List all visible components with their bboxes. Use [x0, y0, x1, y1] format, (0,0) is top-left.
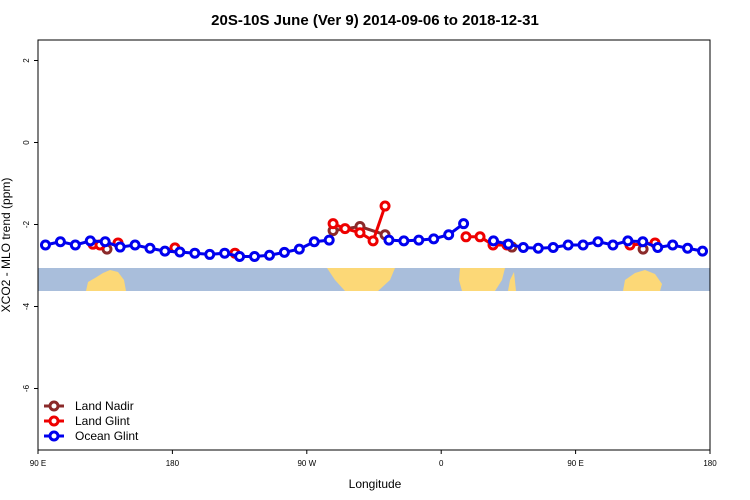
data-point [502, 238, 514, 250]
y-tick-label: -4 [22, 302, 31, 310]
data-point [69, 239, 81, 251]
data-point [278, 246, 290, 258]
land-shape [327, 268, 395, 291]
data-point [129, 239, 141, 251]
x-tick-label: 90 W [297, 459, 316, 468]
y-tick-label: -2 [22, 220, 31, 228]
data-point [398, 235, 410, 247]
data-point [383, 234, 395, 246]
chart-title: 20S-10S June (Ver 9) 2014-09-06 to 2018-… [211, 12, 539, 29]
data-point [487, 235, 499, 247]
data-point [367, 235, 379, 247]
x-tick-label: 90 E [567, 459, 583, 468]
y-axis-label: XCO2 - MLO trend (ppm) [0, 178, 13, 313]
data-point [144, 242, 156, 254]
y-tick-label: -6 [22, 384, 31, 392]
data-point [354, 227, 366, 239]
data-point [474, 231, 486, 243]
data-point [443, 229, 455, 241]
legend-label: Land Glint [75, 414, 130, 428]
plot-frame [37, 39, 711, 451]
data-point [339, 223, 351, 235]
data-point [379, 200, 391, 212]
x-tick-label: 0 [439, 459, 444, 468]
data-point [234, 250, 246, 262]
data-point [592, 236, 604, 248]
data-point [637, 236, 649, 248]
land-shape [459, 268, 505, 291]
data-point [697, 245, 709, 257]
data-point [428, 233, 440, 245]
land-shape [86, 270, 126, 291]
data-point [607, 239, 619, 251]
data-point [458, 218, 470, 230]
data-point [219, 247, 231, 259]
data-point [189, 247, 201, 259]
data-point [293, 243, 305, 255]
data-point [323, 234, 335, 246]
data-point [652, 241, 664, 253]
data-point [682, 242, 694, 254]
data-point [517, 241, 529, 253]
legend-marker [48, 430, 60, 442]
data-point [99, 236, 111, 248]
data-point [204, 248, 216, 260]
data-point [308, 236, 320, 248]
data-point [667, 239, 679, 251]
data-point [39, 239, 51, 251]
data-point [174, 246, 186, 258]
data-point [460, 231, 472, 243]
data-point [547, 241, 559, 253]
data-point [327, 218, 339, 230]
legend-marker [48, 415, 60, 427]
data-point [84, 235, 96, 247]
x-tick-label: 180 [166, 459, 180, 468]
data-point [263, 249, 275, 261]
x-tick-label: 180 [703, 459, 717, 468]
data-point [577, 239, 589, 251]
x-axis-label: Longitude [349, 477, 402, 491]
data-point [159, 245, 171, 257]
data-point [562, 239, 574, 251]
land-shape [508, 272, 516, 291]
y-tick-label: 0 [22, 140, 31, 145]
legend-label: Land Nadir [75, 399, 134, 413]
data-point [114, 241, 126, 253]
land-shape [623, 270, 662, 291]
data-point [54, 236, 66, 248]
data-point [413, 234, 425, 246]
legend-marker [48, 400, 60, 412]
data-point [532, 242, 544, 254]
map-strip [38, 268, 710, 291]
y-tick-label: 2 [22, 58, 31, 63]
legend-label: Ocean Glint [75, 429, 139, 443]
data-point [249, 250, 261, 262]
x-tick-label: 90 E [30, 459, 46, 468]
data-point [622, 235, 634, 247]
